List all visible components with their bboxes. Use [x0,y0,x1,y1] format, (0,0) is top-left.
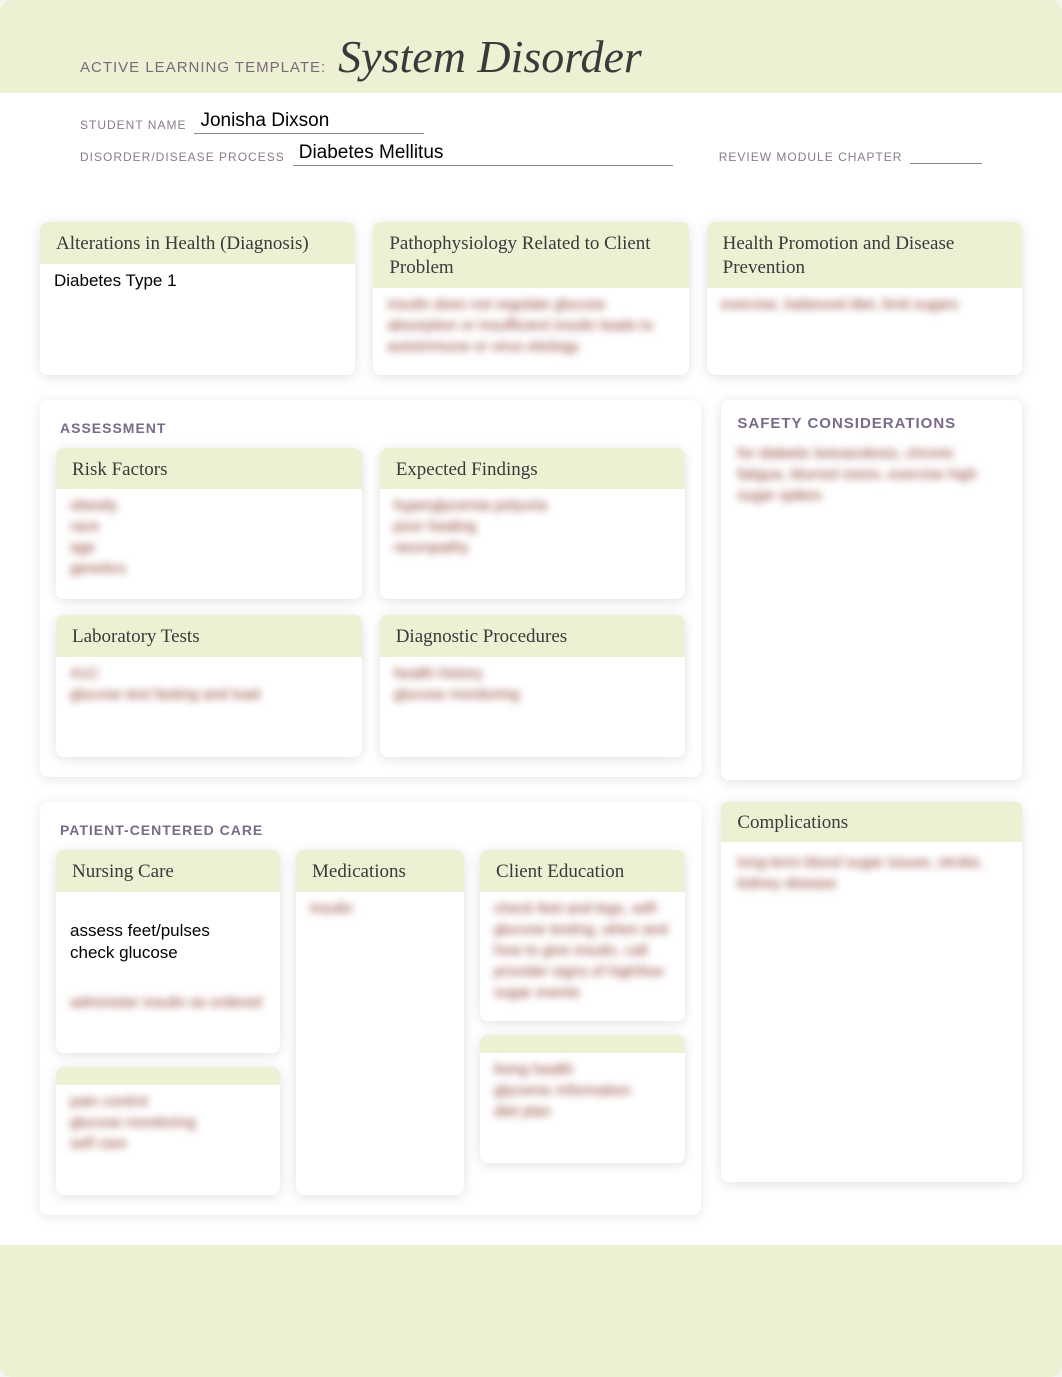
card-patho-body: insulin does not regulate glucose absorp… [373,288,688,375]
card-labs-title: Laboratory Tests [56,615,362,657]
card-edu2-body: living health glycemic information diet … [480,1053,685,1163]
disorder-value: Diabetes Mellitus [293,142,673,166]
card-patho: Pathophysiology Related to Client Proble… [373,222,688,375]
page: ACTIVE LEARNING TEMPLATE: System Disorde… [0,0,1062,1377]
disorder-row: DISORDER/DISEASE PROCESS Diabetes Mellit… [80,140,982,164]
edu-blur: check feet and legs, self-glucose testin… [494,898,671,1003]
card-meds-body: insulin [296,892,464,1182]
chapter-label: REVIEW MODULE CHAPTER [719,150,903,164]
card-diag: Diagnostic Procedures health history glu… [380,615,686,757]
safety-blur: for diabetic ketoacidosis, chronic fatig… [737,443,1006,506]
header: ACTIVE LEARNING TEMPLATE: System Disorde… [0,0,1062,93]
template-title: System Disorder [338,31,642,82]
card-promo-title: Health Promotion and Disease Prevention [707,222,1022,288]
promo-blur: exercise, balanced diet, limit sugars [721,294,1008,315]
assessment-wrap: ASSESSMENT Risk Factors obesity race age… [40,400,701,778]
content: Alterations in Health (Diagnosis) Diabet… [0,197,1062,1245]
risk-blur: obesity race age genetics [70,495,348,579]
template-prefix: ACTIVE LEARNING TEMPLATE: [80,59,326,76]
chapter-line [910,150,982,164]
nursing2-blur: pain control glucose monitoring self car… [70,1091,266,1154]
meta-area: STUDENT NAME Jonisha Dixson DISORDER/DIS… [0,93,1062,197]
card-risk: Risk Factors obesity race age genetics [56,448,362,600]
complications-title: Complications [721,802,1022,842]
complications-body: long-term blood sugar issues, stroke, ki… [721,842,1022,904]
card-patho-title: Pathophysiology Related to Client Proble… [373,222,688,288]
card-risk-body: obesity race age genetics [56,489,362,599]
card-edu: Client Education check feet and legs, se… [480,850,685,1021]
student-row: STUDENT NAME Jonisha Dixson [80,108,982,132]
top-cards-row: Alterations in Health (Diagnosis) Diabet… [40,222,1022,375]
card-promo-body: exercise, balanced diet, limit sugars [707,288,1022,358]
safety-title: SAFETY CONSIDERATIONS [737,414,1006,434]
pcc-wrap: PATIENT-CENTERED CARE Nursing Care asses… [40,802,701,1215]
student-label: STUDENT NAME [80,118,186,132]
nursing-clear: assess feet/pulses check glucose [70,920,266,964]
card-edu2: living health glycemic information diet … [480,1035,685,1163]
assessment-safety-row: ASSESSMENT Risk Factors obesity race age… [40,400,1022,803]
footer-band [40,1265,1022,1295]
expected-blur: hyperglycemia polyuria poor healing neur… [394,495,672,558]
card-diag-body: health history glucose monitoring [380,657,686,757]
card-risk-title: Risk Factors [56,448,362,490]
card-nursing2-head [56,1067,280,1085]
card-edu-title: Client Education [480,850,685,892]
edu2-blur: living health glycemic information diet … [494,1059,671,1122]
card-nursing-title: Nursing Care [56,850,280,892]
card-alterations: Alterations in Health (Diagnosis) Diabet… [40,222,355,375]
card-nursing2: pain control glucose monitoring self car… [56,1067,280,1195]
disorder-label: DISORDER/DISEASE PROCESS [80,150,285,164]
safety-card: SAFETY CONSIDERATIONS for diabetic ketoa… [721,400,1022,780]
card-edu-body: check feet and legs, self-glucose testin… [480,892,685,1021]
card-expected-title: Expected Findings [380,448,686,490]
patho-blur: insulin does not regulate glucose absorp… [387,294,674,357]
pcc-label: PATIENT-CENTERED CARE [60,822,685,838]
meds-blur: insulin [310,898,450,919]
assessment-label: ASSESSMENT [60,420,685,436]
assessment-grid-top: Risk Factors obesity race age genetics E… [56,448,685,600]
card-meds: Medications insulin [296,850,464,1195]
card-labs: Laboratory Tests A1C glucose test fastin… [56,615,362,757]
card-nursing2-body: pain control glucose monitoring self car… [56,1085,280,1195]
card-expected: Expected Findings hyperglycemia polyuria… [380,448,686,600]
diag-blur: health history glucose monitoring [394,663,672,705]
pcc-grid: Nursing Care assess feet/pulses check gl… [56,850,685,1195]
assessment-grid-bottom: Laboratory Tests A1C glucose test fastin… [56,615,685,757]
card-expected-body: hyperglycemia polyuria poor healing neur… [380,489,686,599]
card-alterations-title: Alterations in Health (Diagnosis) [40,222,355,264]
card-nursing: Nursing Care assess feet/pulses check gl… [56,850,280,1053]
card-alterations-body: Diabetes Type 1 [40,264,355,334]
card-meds-title: Medications [296,850,464,892]
student-value: Jonisha Dixson [194,110,424,134]
card-diag-title: Diagnostic Procedures [380,615,686,657]
card-promo: Health Promotion and Disease Prevention … [707,222,1022,375]
complications-blur: long-term blood sugar issues, stroke, ki… [737,852,1006,894]
nursing-stack: Nursing Care assess feet/pulses check gl… [56,850,280,1195]
pcc-comp-row: PATIENT-CENTERED CARE Nursing Care asses… [40,802,1022,1215]
labs-blur: A1C glucose test fasting and load [70,663,348,705]
card-edu2-head [480,1035,685,1053]
edu-stack: Client Education check feet and legs, se… [480,850,685,1195]
card-nursing-body: assess feet/pulses check glucose adminis… [56,892,280,1053]
complications-card: Complications long-term blood sugar issu… [721,802,1022,1182]
card-labs-body: A1C glucose test fasting and load [56,657,362,757]
nursing-blur: administer insulin as ordered [70,992,266,1013]
